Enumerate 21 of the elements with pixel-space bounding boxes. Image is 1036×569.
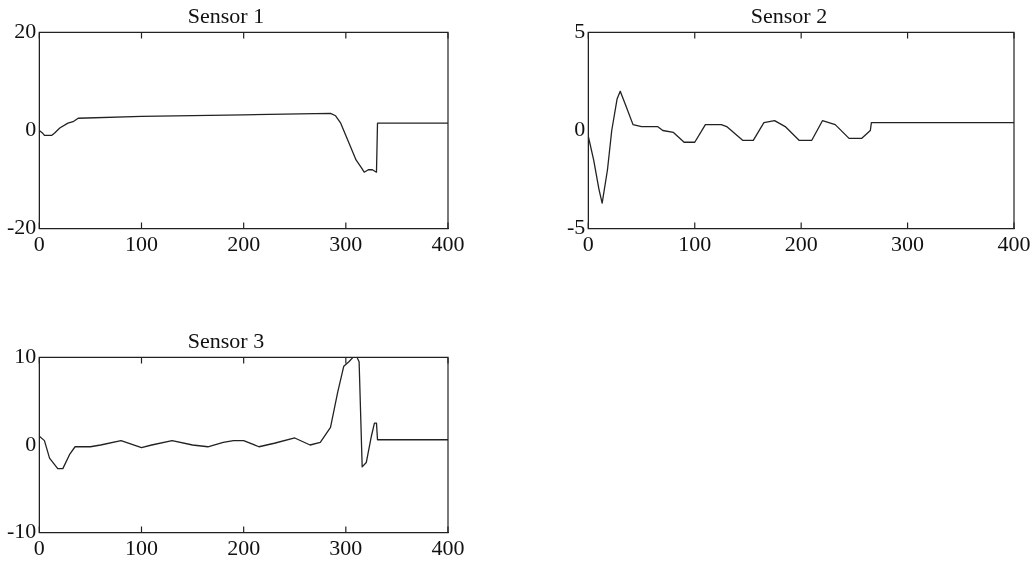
x-tick-label: 300 — [329, 230, 363, 256]
y-tick-label: 10 — [14, 343, 37, 369]
x-tick-label: 300 — [329, 534, 363, 560]
x-tick-label: 400 — [431, 534, 465, 560]
x-tick-label: 100 — [678, 230, 712, 256]
x-tick-label: 400 — [997, 230, 1031, 256]
chart-title: Sensor 3 — [187, 327, 265, 353]
y-tick-label: 5 — [574, 18, 586, 44]
x-tick-label: 200 — [227, 230, 261, 256]
x-tick-label: 300 — [891, 230, 925, 256]
x-tick-label: 200 — [227, 534, 261, 560]
y-tick-label: 0 — [25, 430, 37, 456]
chart-title: Sensor 2 — [750, 2, 828, 28]
y-tick-label: 0 — [574, 116, 586, 142]
x-tick-label: 400 — [431, 230, 465, 256]
chart-title: Sensor 1 — [187, 2, 265, 28]
y-tick-label: 20 — [14, 18, 37, 44]
x-tick-label: 200 — [784, 230, 818, 256]
x-tick-label: 100 — [124, 534, 158, 560]
x-tick-label: 100 — [124, 230, 158, 256]
y-tick-label: 0 — [25, 116, 37, 142]
